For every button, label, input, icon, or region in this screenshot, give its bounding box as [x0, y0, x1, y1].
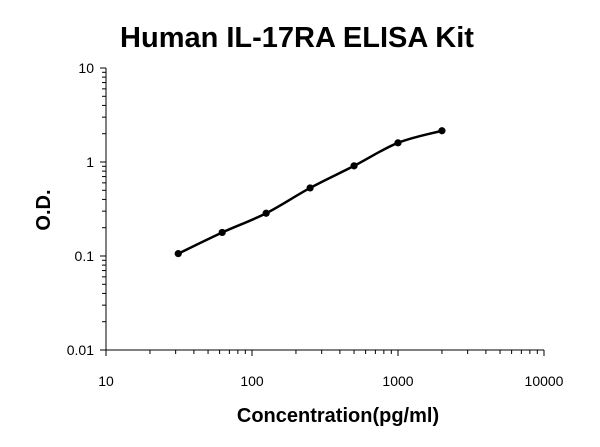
- y-axis-title: O.D.: [33, 189, 55, 230]
- y-tick-label: 10: [78, 60, 94, 76]
- x-ticks: [105, 350, 545, 356]
- y-ticks: [100, 67, 106, 351]
- fit-curve: [177, 129, 443, 255]
- data-point: [262, 209, 270, 217]
- data-point: [174, 250, 182, 258]
- data-point: [438, 127, 446, 135]
- data-point: [350, 162, 358, 170]
- chart-title: Human IL-17RA ELISA Kit: [120, 22, 474, 54]
- plot-area: 0.01 0.1 1 10 10 100 1000 10000: [67, 60, 564, 389]
- y-tick-labels: 0.01 0.1 1 10: [67, 60, 94, 358]
- data-point: [218, 228, 226, 237]
- x-tick-label: 100: [240, 373, 264, 389]
- data-point: [394, 139, 402, 147]
- data-points: [174, 127, 446, 258]
- x-axis-title: Concentration(pg/ml): [237, 405, 439, 427]
- x-tick-label: 10: [98, 373, 114, 389]
- x-tick-label: 10000: [525, 373, 564, 389]
- data-point: [306, 184, 314, 192]
- x-tick-labels: 10 100 1000 10000: [98, 373, 563, 389]
- y-tick-label: 1: [86, 154, 94, 170]
- y-tick-label: 0.01: [67, 342, 94, 358]
- y-tick-label: 0.1: [75, 248, 95, 264]
- x-tick-label: 1000: [382, 373, 413, 389]
